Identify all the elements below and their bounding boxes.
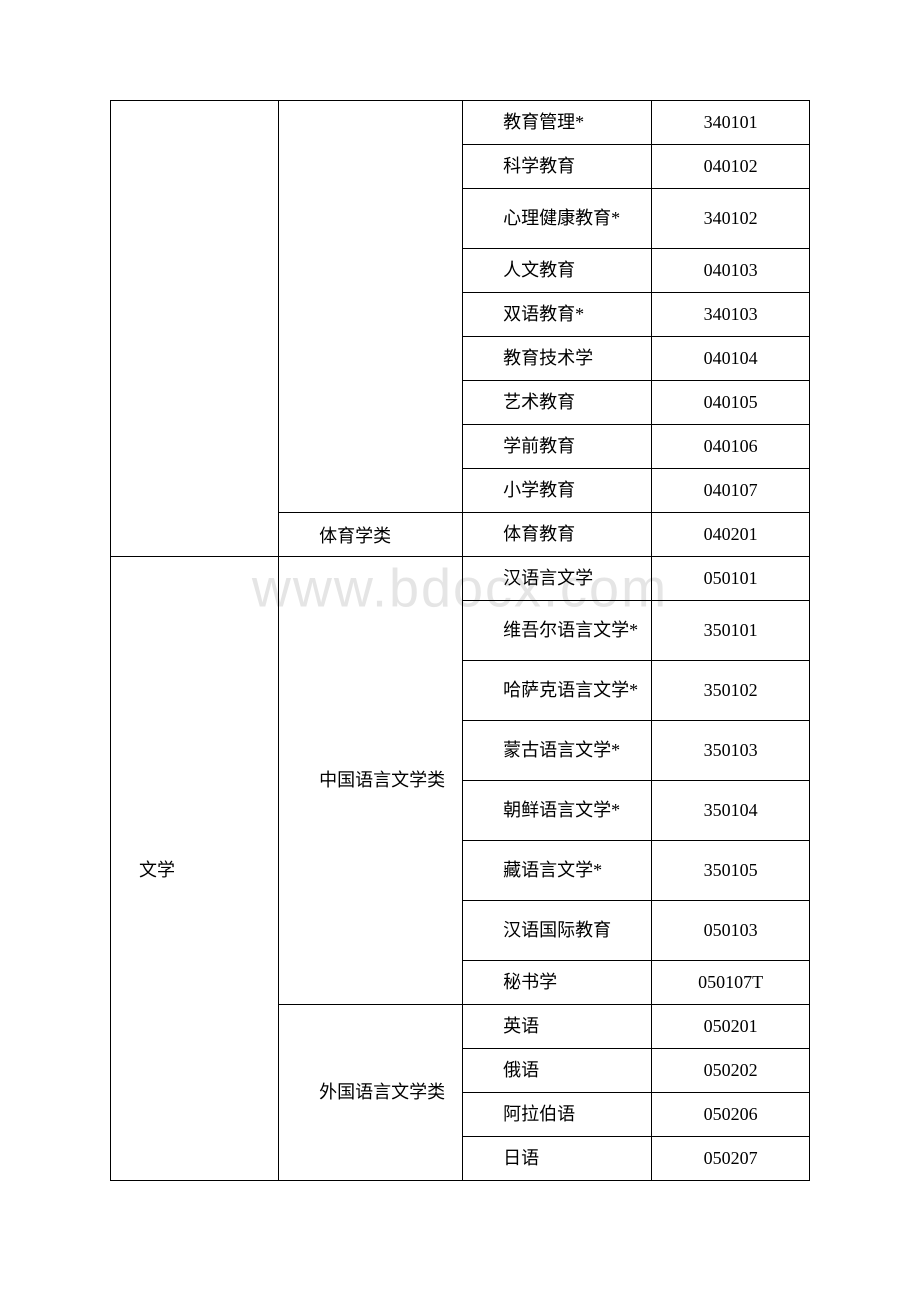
cell-major: 日语 xyxy=(463,1137,652,1181)
cell-major: 俄语 xyxy=(463,1049,652,1093)
cell-code: 050202 xyxy=(652,1049,810,1093)
cell-code: 040104 xyxy=(652,337,810,381)
table-row: 教育管理* 340101 xyxy=(111,101,810,145)
cell-major: 小学教育 xyxy=(463,469,652,513)
cell-code: 350102 xyxy=(652,661,810,721)
cell-code: 050201 xyxy=(652,1005,810,1049)
cell-major: 汉语言文学 xyxy=(463,557,652,601)
cell-code: 050206 xyxy=(652,1093,810,1137)
table-body: 教育管理* 340101 科学教育 040102 心理健康教育* 340102 … xyxy=(111,101,810,1181)
cell-code: 350104 xyxy=(652,781,810,841)
cell-code: 340102 xyxy=(652,189,810,249)
cell-major: 教育管理* xyxy=(463,101,652,145)
cell-code: 050103 xyxy=(652,901,810,961)
cell-category: 中国语言文学类 xyxy=(279,557,463,1005)
cell-major: 学前教育 xyxy=(463,425,652,469)
cell-major: 教育技术学 xyxy=(463,337,652,381)
cell-discipline: 文学 xyxy=(111,557,279,1181)
majors-table: 教育管理* 340101 科学教育 040102 心理健康教育* 340102 … xyxy=(110,100,810,1181)
cell-major: 秘书学 xyxy=(463,961,652,1005)
cell-major: 英语 xyxy=(463,1005,652,1049)
cell-major: 艺术教育 xyxy=(463,381,652,425)
cell-major: 人文教育 xyxy=(463,249,652,293)
cell-code: 350103 xyxy=(652,721,810,781)
cell-major: 藏语言文学* xyxy=(463,841,652,901)
cell-code: 040201 xyxy=(652,513,810,557)
cell-code: 350101 xyxy=(652,601,810,661)
cell-major: 蒙古语言文学* xyxy=(463,721,652,781)
cell-code: 040106 xyxy=(652,425,810,469)
cell-major: 科学教育 xyxy=(463,145,652,189)
cell-code: 340103 xyxy=(652,293,810,337)
cell-code: 050107T xyxy=(652,961,810,1005)
cell-code: 040102 xyxy=(652,145,810,189)
cell-code: 050207 xyxy=(652,1137,810,1181)
cell-major: 双语教育* xyxy=(463,293,652,337)
cell-major: 维吾尔语言文学* xyxy=(463,601,652,661)
cell-code: 040105 xyxy=(652,381,810,425)
cell-code: 040103 xyxy=(652,249,810,293)
cell-major: 体育教育 xyxy=(463,513,652,557)
cell-category: 外国语言文学类 xyxy=(279,1005,463,1181)
cell-major: 心理健康教育* xyxy=(463,189,652,249)
cell-major: 朝鲜语言文学* xyxy=(463,781,652,841)
cell-code: 050101 xyxy=(652,557,810,601)
cell-discipline xyxy=(111,101,279,557)
cell-code: 340101 xyxy=(652,101,810,145)
cell-code: 350105 xyxy=(652,841,810,901)
cell-major: 汉语国际教育 xyxy=(463,901,652,961)
cell-code: 040107 xyxy=(652,469,810,513)
table-row: 文学 中国语言文学类 汉语言文学 050101 xyxy=(111,557,810,601)
cell-major: 哈萨克语言文学* xyxy=(463,661,652,721)
cell-category: 体育学类 xyxy=(279,513,463,557)
cell-major: 阿拉伯语 xyxy=(463,1093,652,1137)
cell-category xyxy=(279,101,463,513)
